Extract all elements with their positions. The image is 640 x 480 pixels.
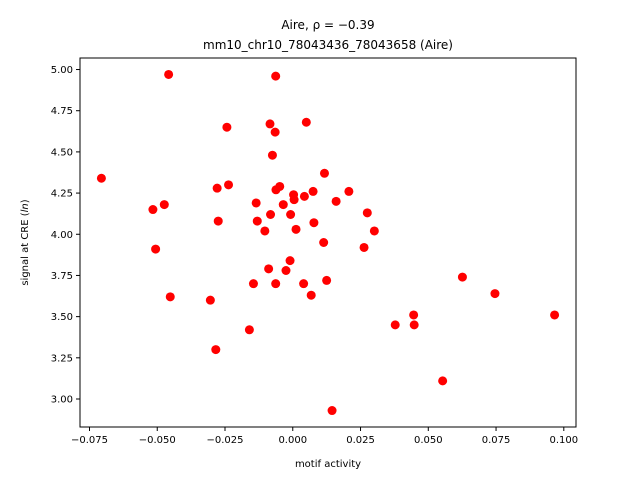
- data-point-43: [331, 196, 341, 206]
- y-tick-label: 4.75: [51, 106, 73, 117]
- data-point-21: [270, 127, 280, 137]
- x-tick-label: −0.075: [71, 435, 108, 446]
- data-point-40: [319, 168, 329, 178]
- data-point-0: [96, 173, 106, 183]
- x-tick-label: −0.050: [139, 435, 176, 446]
- data-point-51: [438, 376, 448, 386]
- x-tick-label: 0.000: [278, 435, 307, 446]
- data-point-27: [281, 266, 291, 275]
- plot-area-frame: [79, 57, 577, 428]
- data-point-52: [457, 272, 467, 282]
- x-tick-label: 0.100: [549, 435, 578, 446]
- data-point-22: [271, 71, 281, 81]
- y-tick-label: 4.50: [51, 147, 73, 158]
- data-point-34: [299, 191, 309, 201]
- data-point-9: [213, 216, 223, 226]
- x-axis-ticks: −0.075 −0.050 −0.025 0.000 0.025 0.050 0.075 0.…: [71, 427, 578, 446]
- data-point-38: [309, 218, 319, 228]
- data-point-25: [275, 181, 285, 191]
- data-point-18: [265, 119, 275, 129]
- data-point-12: [244, 325, 254, 335]
- data-point-17: [264, 264, 274, 274]
- y-tick-label: 3.00: [51, 394, 73, 405]
- data-point-31: [289, 195, 299, 205]
- y-tick-label: 4.25: [51, 189, 73, 200]
- x-axis-label: motif activity: [295, 459, 361, 470]
- y-axis-label: signal at CRE (ln): [20, 199, 31, 285]
- x-tick-label: 0.050: [414, 435, 443, 446]
- data-point-53: [490, 289, 500, 299]
- chart-title-line1: Aire, ρ = −0.39: [281, 18, 374, 32]
- data-point-36: [306, 290, 316, 300]
- y-tick-label: 3.50: [51, 312, 73, 323]
- data-point-13: [248, 279, 258, 289]
- data-point-28: [285, 256, 295, 266]
- data-point-7: [211, 345, 221, 355]
- y-tick-label: 4.00: [51, 230, 73, 241]
- data-point-32: [291, 224, 301, 234]
- data-point-23: [271, 279, 281, 289]
- data-point-6: [205, 295, 215, 305]
- y-axis-ticks: 3.00 3.25 3.50 3.75 4.00 4.25 4.50 4.75 5.00: [51, 65, 80, 405]
- y-axis-label-prefix: signal at CRE (: [20, 212, 31, 285]
- x-tick-label: 0.075: [482, 435, 511, 446]
- data-point-3: [159, 200, 169, 210]
- data-point-20: [267, 150, 277, 160]
- y-tick-label: 3.75: [51, 271, 73, 282]
- data-point-19: [266, 210, 276, 219]
- data-point-44: [344, 186, 354, 196]
- data-point-14: [251, 198, 261, 208]
- data-point-46: [362, 208, 372, 218]
- data-point-42: [327, 406, 337, 416]
- data-point-45: [359, 242, 369, 252]
- data-point-26: [278, 200, 288, 210]
- data-point-2: [151, 244, 161, 254]
- data-point-1: [148, 205, 158, 215]
- data-point-16: [260, 226, 270, 236]
- chart-title-line2: mm10_chr10_78043436_78043658 (Aire): [203, 38, 453, 52]
- data-point-10: [222, 122, 232, 132]
- data-point-39: [319, 238, 329, 247]
- x-tick-label: −0.025: [206, 435, 243, 446]
- data-point-11: [224, 180, 234, 190]
- data-point-15: [252, 216, 262, 226]
- data-point-5: [165, 292, 175, 302]
- data-point-54: [550, 310, 560, 320]
- data-point-41: [322, 275, 332, 285]
- data-point-47: [369, 226, 379, 236]
- y-axis-label-unit: ln: [20, 203, 31, 212]
- data-point-8: [212, 183, 222, 193]
- data-point-29: [286, 210, 296, 219]
- x-tick-label: 0.025: [346, 435, 375, 446]
- data-point-33: [299, 279, 309, 289]
- data-point-49: [409, 310, 419, 320]
- data-point-4: [164, 69, 174, 79]
- data-point-35: [301, 117, 311, 127]
- data-point-48: [390, 320, 400, 330]
- data-point-50: [409, 320, 419, 330]
- y-axis-label-suffix: ): [20, 199, 31, 203]
- data-points: [96, 69, 560, 416]
- y-tick-label: 3.25: [51, 353, 73, 364]
- data-point-37: [308, 186, 318, 196]
- y-tick-label: 5.00: [51, 65, 73, 76]
